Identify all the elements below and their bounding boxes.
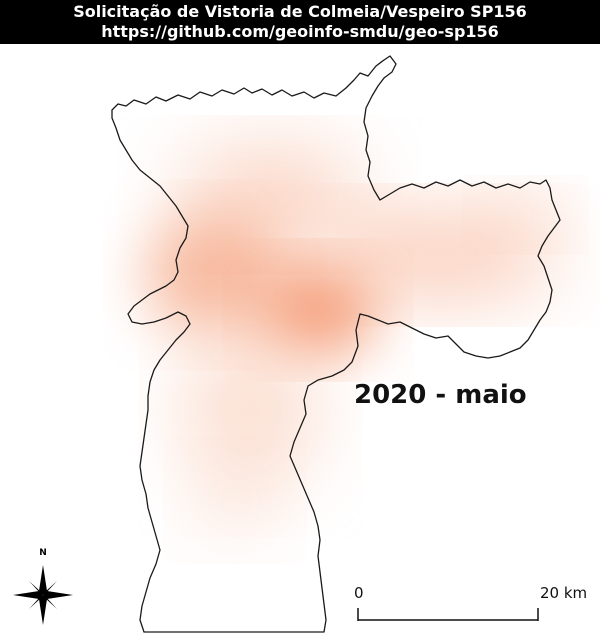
scale-bar: 0 20 km [352,584,594,624]
scale-end-label: 20 km [540,584,588,602]
north-arrow: N [12,548,74,630]
heat-blob-south [180,330,320,490]
heat-blob-far-south [190,460,280,540]
repo-url: https://github.com/geoinfo-smdu/geo-sp15… [101,22,499,41]
heatmap-layer [145,145,565,540]
compass-rose-icon [13,565,73,625]
period-label: 2020 - maio [354,380,527,410]
scale-start-label: 0 [354,584,364,602]
heat-blob-west [145,215,285,335]
north-label: N [39,548,47,558]
heat-blob-center [258,265,378,355]
heat-blob-east-tip [485,190,565,240]
map-canvas [111,55,565,633]
map-title: Solicitação de Vistoria de Colmeia/Vespe… [73,2,527,21]
scale-bar-line [357,608,539,621]
municipality-outline [111,55,561,633]
title-bar: Solicitação de Vistoria de Colmeia/Vespe… [0,0,600,44]
